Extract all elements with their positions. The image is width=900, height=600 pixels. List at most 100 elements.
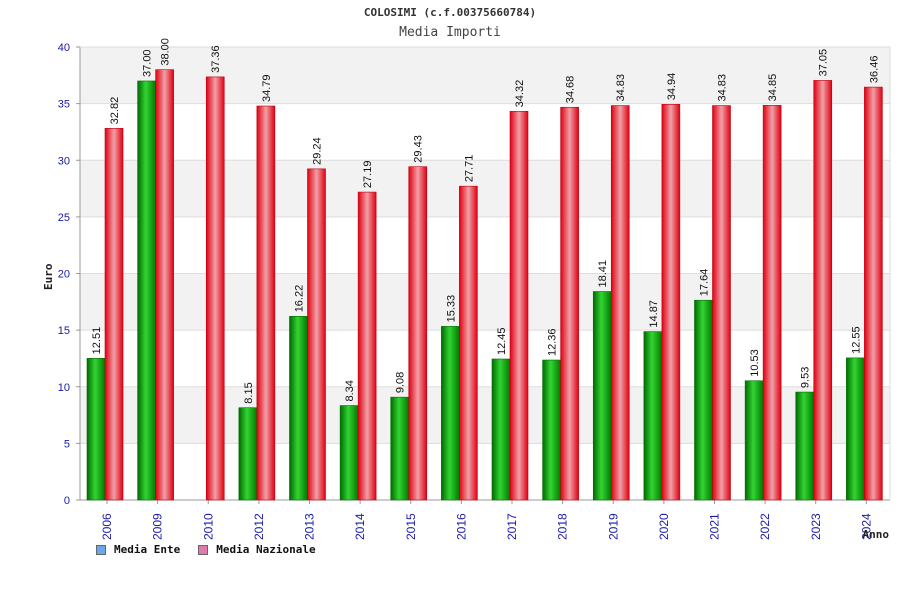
chart-subtitle: Media Importi bbox=[399, 25, 501, 40]
bar-ente-2021 bbox=[694, 299, 713, 501]
data-label: 37.05 bbox=[818, 49, 830, 77]
x-tick-label: 2014 bbox=[353, 513, 367, 540]
bar-nazionale-2023 bbox=[813, 80, 833, 501]
data-label: 14.87 bbox=[648, 300, 660, 328]
data-label: 18.41 bbox=[597, 260, 609, 288]
x-tick-label: 2022 bbox=[758, 513, 772, 540]
data-label: 34.85 bbox=[767, 74, 779, 102]
y-tick-label: 25 bbox=[58, 212, 70, 224]
data-label: 36.46 bbox=[868, 56, 880, 84]
bar-ente-2024 bbox=[846, 357, 865, 501]
x-axis-label: Anno bbox=[863, 528, 890, 541]
bar-nazionale-2017 bbox=[509, 111, 529, 501]
x-tick-label: 2024 bbox=[859, 513, 873, 540]
y-tick-label: 35 bbox=[58, 99, 70, 111]
bar-nazionale-2015 bbox=[408, 166, 428, 501]
y-axis-label: Euro bbox=[42, 263, 55, 290]
data-label: 27.19 bbox=[362, 161, 374, 189]
legend: Media Ente Media Nazionale bbox=[96, 543, 316, 556]
x-tick-label: 2012 bbox=[252, 513, 266, 540]
data-label: 29.43 bbox=[413, 135, 425, 163]
data-labels: 12.51 32.82 37.00 38.00 37.36 8.15 34.79 16.22 2… bbox=[91, 38, 880, 404]
x-tick-label: 2016 bbox=[454, 513, 468, 540]
data-label: 9.08 bbox=[395, 372, 407, 393]
data-label: 8.34 bbox=[344, 380, 356, 401]
legend-item-nazionale: Media Nazionale bbox=[198, 543, 316, 556]
bar-nazionale-2016 bbox=[459, 185, 478, 501]
data-label: 34.32 bbox=[514, 80, 526, 108]
data-label: 27.71 bbox=[463, 155, 475, 183]
y-tick-label: 30 bbox=[58, 155, 70, 167]
data-label: 16.22 bbox=[294, 285, 306, 313]
legend-label-nazionale: Media Nazionale bbox=[216, 543, 316, 556]
bar-ente-2009 bbox=[137, 80, 156, 501]
data-label: 12.55 bbox=[850, 326, 862, 354]
bar-nazionale-2014 bbox=[357, 191, 377, 501]
bar-ente-2014 bbox=[339, 405, 359, 501]
chart-title: COLOSIMI (c.f.00375660784) bbox=[363, 6, 537, 19]
x-tick-label: 2015 bbox=[404, 513, 418, 540]
bar-nazionale-2018 bbox=[560, 106, 579, 501]
bar-nazionale-2009 bbox=[155, 69, 174, 501]
data-label: 8.15 bbox=[243, 382, 255, 403]
bar-ente-2020 bbox=[643, 331, 663, 501]
x-tick-label: 2017 bbox=[505, 513, 519, 540]
x-tick-label: 2023 bbox=[809, 513, 823, 540]
data-label: 34.79 bbox=[261, 74, 273, 102]
bar-nazionale-2010 bbox=[205, 76, 225, 501]
x-tick-label: 2021 bbox=[708, 513, 722, 540]
legend-label-ente: Media Ente bbox=[114, 543, 181, 556]
data-label: 17.64 bbox=[699, 269, 711, 297]
bar-ente-2022 bbox=[744, 380, 764, 501]
y-tick-label: 40 bbox=[58, 42, 70, 54]
data-label: 34.83 bbox=[717, 74, 729, 102]
bar-ente-2023 bbox=[795, 391, 815, 501]
bar-nazionale-2019 bbox=[610, 105, 630, 501]
y-tick-label: 10 bbox=[58, 382, 70, 394]
y-tick-label: 20 bbox=[58, 269, 70, 281]
y-tick-label: 15 bbox=[58, 325, 70, 337]
bar-ente-2006 bbox=[86, 358, 106, 501]
data-label: 29.24 bbox=[312, 137, 324, 165]
data-label: 38.00 bbox=[160, 38, 172, 66]
data-label: 37.36 bbox=[210, 45, 222, 73]
bar-nazionale-2013 bbox=[307, 168, 326, 501]
data-label: 34.94 bbox=[666, 73, 678, 101]
x-tick-label: 2013 bbox=[303, 513, 317, 540]
y-tick-label: 5 bbox=[64, 438, 70, 450]
bar-nazionale-2022 bbox=[762, 105, 782, 501]
data-label: 37.00 bbox=[142, 49, 154, 77]
y-tick-label: 0 bbox=[64, 495, 70, 507]
bar-nazionale-2012 bbox=[256, 105, 276, 501]
bar-ente-2013 bbox=[289, 316, 308, 501]
bar-ente-2012 bbox=[238, 407, 258, 501]
data-label: 12.51 bbox=[91, 327, 103, 355]
bar-nazionale-2020 bbox=[661, 104, 681, 501]
data-label: 12.36 bbox=[547, 328, 559, 356]
x-tick-label: 2009 bbox=[151, 513, 165, 540]
x-tick-label: 2018 bbox=[556, 513, 570, 540]
square-blue-icon bbox=[96, 544, 106, 555]
data-label: 32.82 bbox=[109, 97, 121, 125]
bar-ente-2016 bbox=[441, 326, 460, 501]
bar-ente-2019 bbox=[592, 291, 612, 501]
bar-ente-2017 bbox=[491, 358, 511, 501]
bars bbox=[86, 69, 883, 501]
bar-ente-2015 bbox=[390, 396, 410, 501]
data-label: 15.33 bbox=[445, 295, 457, 323]
data-label: 34.68 bbox=[565, 76, 577, 104]
x-tick-label: 2010 bbox=[201, 513, 215, 540]
data-label: 9.53 bbox=[800, 367, 812, 388]
bar-nazionale-2024 bbox=[864, 86, 883, 501]
bar-nazionale-2006 bbox=[104, 128, 124, 501]
x-tick-label: 2019 bbox=[606, 513, 620, 540]
data-label: 10.53 bbox=[749, 349, 761, 377]
data-label: 34.83 bbox=[615, 74, 627, 102]
legend-item-ente: Media Ente bbox=[96, 543, 180, 556]
data-label: 12.45 bbox=[496, 327, 508, 355]
square-pink-icon bbox=[198, 544, 209, 555]
x-tick-label: 2020 bbox=[657, 513, 671, 540]
x-tick-label: 2006 bbox=[100, 513, 114, 540]
tick-labels: 0 5 10 15 20 25 30 35 40 2006 2009 2010 2012 2013 2014… bbox=[58, 42, 874, 540]
